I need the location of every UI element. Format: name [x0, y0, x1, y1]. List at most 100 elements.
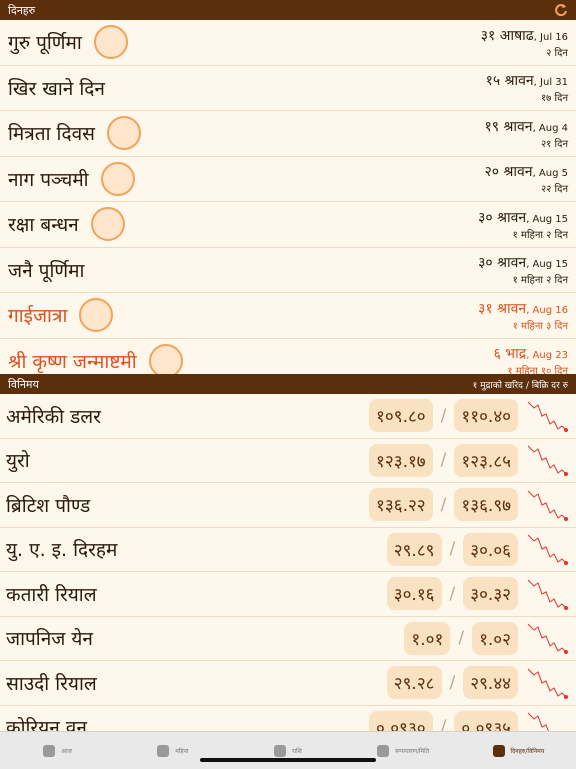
trend-sparkline	[527, 623, 568, 655]
day-row[interactable]: गुरु पूर्णिमा ३१ आषाढ, Jul 16 २ दिन	[0, 20, 576, 66]
sell-rate: २९.४४	[463, 666, 518, 700]
day-name: जनै पूर्णिमा	[8, 259, 85, 282]
currency-row[interactable]: यु. ए. इ. दिरहम २९.८९ / ३०.०६	[0, 528, 576, 572]
day-name-wrap: गाईजात्रा	[8, 298, 114, 333]
days-title: दिनहरु	[8, 3, 36, 17]
day-remaining: १ महिना २ दिन	[512, 275, 568, 287]
day-row[interactable]: रक्षा बन्धन ३० श्रावन, Aug 15 १ महिना २ दि…	[0, 202, 576, 248]
buy-rate: १.०१	[404, 621, 451, 655]
day-row[interactable]: खिर खाने दिन १५ श्रावन, Jul 31 १७ दिन	[0, 66, 576, 111]
buy-rate: ०.०९३०	[369, 710, 433, 732]
day-date: ६ भाद्र	[493, 346, 527, 363]
sell-rate: १.०२	[472, 621, 518, 655]
day-info: ३१ आषाढ, Jul 16 २ दिन	[481, 26, 568, 59]
trend-sparkline	[527, 401, 568, 432]
day-icon	[90, 207, 125, 242]
exchange-header: विनिमय १ मुद्राको खरिद / बिक्रि दर रु	[0, 374, 576, 394]
currency-row[interactable]: जापनिज येन १.०१ / १.०२	[0, 617, 576, 661]
rate-separator: /	[440, 494, 447, 515]
sell-rate: ०.०९३५	[454, 710, 518, 732]
day-remaining: १ महिना ३ दिन	[512, 320, 568, 332]
tab-label: महिना	[175, 747, 189, 755]
day-name: गाईजात्रा	[8, 305, 68, 328]
buy-rate: २९.२८	[386, 666, 442, 700]
day-name-wrap: खिर खाने दिन	[8, 75, 105, 101]
tab-icon	[157, 744, 170, 757]
day-name-wrap: मित्रता दिवस	[8, 116, 141, 151]
rate-separator: /	[449, 539, 456, 560]
day-remaining: २१ दिन	[540, 138, 568, 150]
day-info: २० श्रावन, Aug 5 २२ दिन	[484, 162, 568, 195]
tab[interactable]: राशि	[230, 732, 345, 769]
day-row[interactable]: गाईजात्रा ३१ श्रावन, Aug 16 १ महिना ३ दिन	[0, 293, 576, 339]
currency-name: ब्रिटिश पौण्ड	[6, 494, 91, 517]
trend-sparkline	[527, 490, 568, 521]
tab-icon	[274, 744, 287, 757]
day-row[interactable]: मित्रता दिवस १९ श्रावन, Aug 4 २१ दिन	[0, 111, 576, 157]
currency-name: साउदी रियाल	[6, 672, 97, 695]
day-date: ३० श्रावन	[478, 209, 527, 226]
home-indicator	[200, 758, 376, 762]
buy-rate: ३०.१६	[386, 577, 442, 611]
day-en-date: , Aug 4	[532, 122, 568, 134]
day-en-date: , Aug 15	[526, 259, 568, 271]
trend-sparkline	[527, 445, 568, 477]
trend-sparkline	[527, 668, 568, 699]
day-info: ३० श्रावन, Aug 15 १ महिना २ दिन	[478, 253, 568, 286]
day-remaining: १ महिना २ दिन	[512, 229, 568, 241]
currency-row[interactable]: युरो १२३.१७ / १२३.८५	[0, 439, 576, 483]
currency-row[interactable]: ब्रिटिश पौण्ड १३६.२२ / १३६.९७	[0, 483, 576, 528]
currency-name: यु. ए. इ. दिरहम	[6, 539, 118, 562]
tab-label: आज	[61, 747, 72, 755]
day-date-line: १५ श्रावन, Jul 31	[486, 71, 568, 90]
rate-separator: /	[449, 583, 456, 604]
day-row[interactable]: जनै पूर्णिमा ३० श्रावन, Aug 15 १ महिना २ द…	[0, 248, 576, 293]
day-date-line: १९ श्रावन, Aug 4	[484, 117, 568, 136]
exchange-list: अमेरिकी डलर १०९.८० / ११०.४० युरो १२३.१७ / १२३.८…	[0, 394, 576, 732]
tab[interactable]: महिना	[115, 732, 230, 769]
tab-icon	[492, 744, 505, 757]
tab-icon	[43, 744, 56, 757]
rate-separator: /	[458, 628, 465, 649]
days-header: दिनहरु	[0, 0, 576, 20]
refresh-button[interactable]	[554, 3, 568, 17]
currency-row[interactable]: कतारी रियाल ३०.१६ / ३०.३२	[0, 572, 576, 617]
tab[interactable]: रूपान्तरण/मिति	[346, 732, 461, 769]
buy-rate: २९.८९	[386, 532, 442, 566]
day-icon	[93, 25, 128, 60]
tab-icon	[377, 744, 390, 757]
rate-separator: /	[440, 405, 447, 426]
currency-row[interactable]: साउदी रियाल २९.२८ / २९.४४	[0, 661, 576, 706]
day-remaining: १ महिना १० दिन	[507, 366, 568, 374]
day-row[interactable]: श्री कृष्ण जन्माष्टमी ६ भाद्र, Aug 23 १ मह…	[0, 339, 576, 374]
sell-rate: १३६.९७	[454, 488, 518, 522]
day-name: रक्षा बन्धन	[8, 214, 79, 237]
currency-row[interactable]: कोरियन वन ०.०९३० / ०.०९३५	[0, 706, 576, 732]
sell-rate: ३०.०६	[463, 532, 518, 566]
day-info: ३० श्रावन, Aug 15 १ महिना २ दिन	[478, 208, 568, 241]
day-name: मित्रता दिवस	[8, 123, 95, 146]
currency-row[interactable]: अमेरिकी डलर १०९.८० / ११०.४०	[0, 394, 576, 439]
day-date: ३० श्रावन	[478, 255, 527, 272]
day-date: १९ श्रावन	[484, 118, 533, 135]
day-date-line: ३० श्रावन, Aug 15	[478, 253, 568, 272]
day-en-date: , Aug 16	[526, 304, 568, 316]
sell-rate: १२३.८५	[454, 443, 518, 477]
day-info: ३१ श्रावन, Aug 16 १ महिना ३ दिन	[478, 299, 568, 332]
day-name-wrap: रक्षा बन्धन	[8, 207, 125, 242]
day-date-line: ३१ श्रावन, Aug 16	[478, 299, 568, 318]
day-name: गुरु पूर्णिमा	[8, 32, 82, 55]
tab[interactable]: आज	[0, 732, 115, 769]
day-en-date: , Jul 31	[533, 77, 568, 89]
day-date: ३१ आषाढ	[480, 27, 534, 44]
tab[interactable]: दिनहरु/विनिमय	[461, 732, 576, 769]
tab-label: रूपान्तरण/मिति	[395, 747, 430, 755]
buy-rate: १०९.८०	[369, 399, 433, 433]
day-row[interactable]: नाग पञ्चमी २० श्रावन, Aug 5 २२ दिन	[0, 157, 576, 202]
day-remaining: १७ दिन	[540, 93, 568, 105]
day-date: ३१ श्रावन	[478, 300, 527, 317]
day-icon	[148, 343, 183, 374]
day-info: १५ श्रावन, Jul 31 १७ दिन	[486, 71, 568, 104]
day-date-line: ६ भाद्र, Aug 23	[494, 344, 568, 363]
